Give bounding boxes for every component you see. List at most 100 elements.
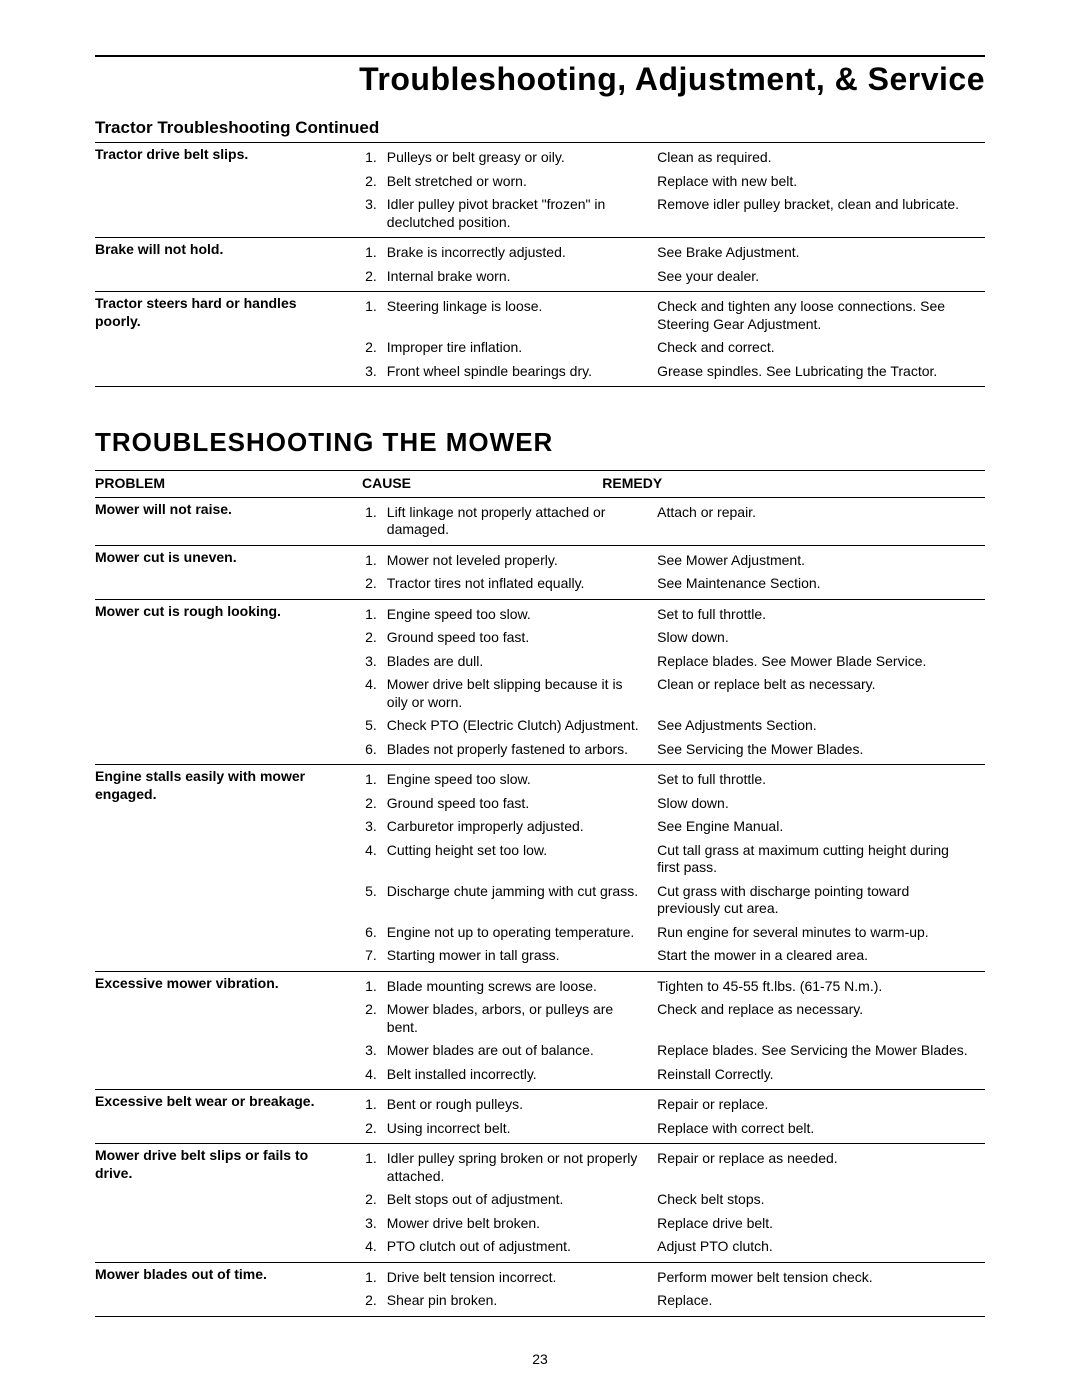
- item-remedy: See Brake Adjustment.: [657, 241, 979, 265]
- item-remedy: Check and tighten any loose connections.…: [657, 295, 979, 336]
- table-row: Mower blades out of time.1.Drive belt te…: [95, 1262, 985, 1316]
- problem-cell: Engine stalls easily with mower engaged.: [95, 765, 335, 972]
- item-number: 2.: [335, 1188, 386, 1212]
- table-row: Mower drive belt slips or fails to drive…: [95, 1144, 985, 1263]
- item-cause: Ground speed too fast.: [387, 792, 657, 816]
- item-cause: Lift linkage not properly attached or da…: [387, 501, 657, 542]
- item-number: 3.: [335, 815, 386, 839]
- table-row: Tractor drive belt slips.1.Pulleys or be…: [95, 143, 985, 238]
- item-remedy: Adjust PTO clutch.: [657, 1235, 979, 1259]
- col-problem: PROBLEM: [95, 471, 335, 498]
- cause-remedy-cell: 1.Idler pulley spring broken or not prop…: [335, 1144, 985, 1263]
- item-number: 1.: [335, 975, 386, 999]
- cause-remedy-cell: 1.Drive belt tension incorrect.Perform m…: [335, 1262, 985, 1316]
- item-remedy: Clean as required.: [657, 146, 979, 170]
- item-cause: Mower blades are out of balance.: [387, 1039, 657, 1063]
- page-number: 23: [0, 1351, 1080, 1367]
- item-cause: Improper tire inflation.: [387, 336, 657, 360]
- item-number: 3.: [335, 193, 386, 234]
- problem-cell: Tractor drive belt slips.: [95, 143, 335, 238]
- item-cause: Mower blades, arbors, or pulleys are ben…: [387, 998, 657, 1039]
- problem-cell: Mower drive belt slips or fails to drive…: [95, 1144, 335, 1263]
- item-remedy: Replace with new belt.: [657, 170, 979, 194]
- item-cause: Cutting height set too low.: [387, 839, 657, 880]
- item-number: 3.: [335, 1039, 386, 1063]
- mower-heading: TROUBLESHOOTING THE MOWER: [95, 427, 985, 458]
- item-remedy: Slow down.: [657, 792, 979, 816]
- item-cause: Starting mower in tall grass.: [387, 944, 657, 968]
- table-row: Excessive mower vibration.1.Blade mounti…: [95, 971, 985, 1090]
- item-cause: Check PTO (Electric Clutch) Adjustment.: [387, 714, 657, 738]
- tractor-table: Tractor drive belt slips.1.Pulleys or be…: [95, 142, 985, 387]
- item-remedy: Cut tall grass at maximum cutting height…: [657, 839, 979, 880]
- col-cause: CAUSE: [362, 471, 602, 498]
- table-row: Engine stalls easily with mower engaged.…: [95, 765, 985, 972]
- item-remedy: Check belt stops.: [657, 1188, 979, 1212]
- cause-remedy-cell: 1.Engine speed too slow.Set to full thro…: [335, 599, 985, 765]
- item-cause: PTO clutch out of adjustment.: [387, 1235, 657, 1259]
- table-row: Excessive belt wear or breakage.1.Bent o…: [95, 1090, 985, 1144]
- item-cause: Brake is incorrectly adjusted.: [387, 241, 657, 265]
- problem-cell: Mower cut is uneven.: [95, 545, 335, 599]
- cause-remedy-cell: 1.Blade mounting screws are loose.Tighte…: [335, 971, 985, 1090]
- item-cause: Bent or rough pulleys.: [387, 1093, 657, 1117]
- item-cause: Shear pin broken.: [387, 1289, 657, 1313]
- item-cause: Internal brake worn.: [387, 265, 657, 289]
- table-row: Mower cut is rough looking.1.Engine spee…: [95, 599, 985, 765]
- item-number: 1.: [335, 295, 386, 336]
- item-remedy: See Mower Adjustment.: [657, 549, 979, 573]
- item-remedy: Replace with correct belt.: [657, 1117, 979, 1141]
- item-number: 1.: [335, 501, 386, 542]
- item-cause: Tractor tires not inflated equally.: [387, 572, 657, 596]
- item-remedy: Tighten to 45-55 ft.lbs. (61-75 N.m.).: [657, 975, 979, 999]
- item-cause: Belt stops out of adjustment.: [387, 1188, 657, 1212]
- item-number: 4.: [335, 1235, 386, 1259]
- item-cause: Idler pulley pivot bracket "frozen" in d…: [387, 193, 657, 234]
- item-number: 2.: [335, 1289, 386, 1313]
- item-number: 2.: [335, 170, 386, 194]
- item-remedy: Replace blades. See Mower Blade Service.: [657, 650, 979, 674]
- item-number: 6.: [335, 921, 386, 945]
- item-number: 1.: [335, 241, 386, 265]
- item-remedy: Reinstall Correctly.: [657, 1063, 979, 1087]
- item-number: 1.: [335, 1266, 386, 1290]
- mower-table: PROBLEMCAUSEREMEDYMower will not raise.1…: [95, 470, 985, 1317]
- item-remedy: Repair or replace.: [657, 1093, 979, 1117]
- item-number: 2.: [335, 265, 386, 289]
- problem-cell: Mower will not raise.: [95, 497, 335, 545]
- item-remedy: See Servicing the Mower Blades.: [657, 738, 979, 762]
- item-cause: Engine speed too slow.: [387, 768, 657, 792]
- item-number: 2.: [335, 1117, 386, 1141]
- item-remedy: Slow down.: [657, 626, 979, 650]
- item-remedy: Check and replace as necessary.: [657, 998, 979, 1039]
- problem-cell: Brake will not hold.: [95, 238, 335, 292]
- item-cause: Using incorrect belt.: [387, 1117, 657, 1141]
- item-number: 7.: [335, 944, 386, 968]
- cause-remedy-cell: 1.Bent or rough pulleys.Repair or replac…: [335, 1090, 985, 1144]
- item-number: 4.: [335, 673, 386, 714]
- item-remedy: Replace blades. See Servicing the Mower …: [657, 1039, 979, 1063]
- item-cause: Carburetor improperly adjusted.: [387, 815, 657, 839]
- item-number: 5.: [335, 880, 386, 921]
- item-remedy: Perform mower belt tension check.: [657, 1266, 979, 1290]
- problem-cell: Tractor steers hard or handles poorly.: [95, 292, 335, 387]
- item-remedy: See Maintenance Section.: [657, 572, 979, 596]
- item-cause: Blade mounting screws are loose.: [387, 975, 657, 999]
- header-rule: [95, 55, 985, 57]
- item-remedy: Check and correct.: [657, 336, 979, 360]
- item-cause: Idler pulley spring broken or not proper…: [387, 1147, 657, 1188]
- problem-cell: Excessive mower vibration.: [95, 971, 335, 1090]
- item-number: 1.: [335, 146, 386, 170]
- problem-cell: Excessive belt wear or breakage.: [95, 1090, 335, 1144]
- item-remedy: See your dealer.: [657, 265, 979, 289]
- item-cause: Ground speed too fast.: [387, 626, 657, 650]
- cause-remedy-cell: 1.Steering linkage is loose.Check and ti…: [335, 292, 985, 387]
- cause-remedy-cell: 1.Pulleys or belt greasy or oily.Clean a…: [335, 143, 985, 238]
- item-cause: Engine speed too slow.: [387, 603, 657, 627]
- item-remedy: Replace drive belt.: [657, 1212, 979, 1236]
- item-cause: Drive belt tension incorrect.: [387, 1266, 657, 1290]
- item-number: 1.: [335, 1147, 386, 1188]
- problem-cell: Mower blades out of time.: [95, 1262, 335, 1316]
- tractor-section-title: Tractor Troubleshooting Continued: [95, 118, 985, 138]
- col-spacer: [335, 471, 362, 498]
